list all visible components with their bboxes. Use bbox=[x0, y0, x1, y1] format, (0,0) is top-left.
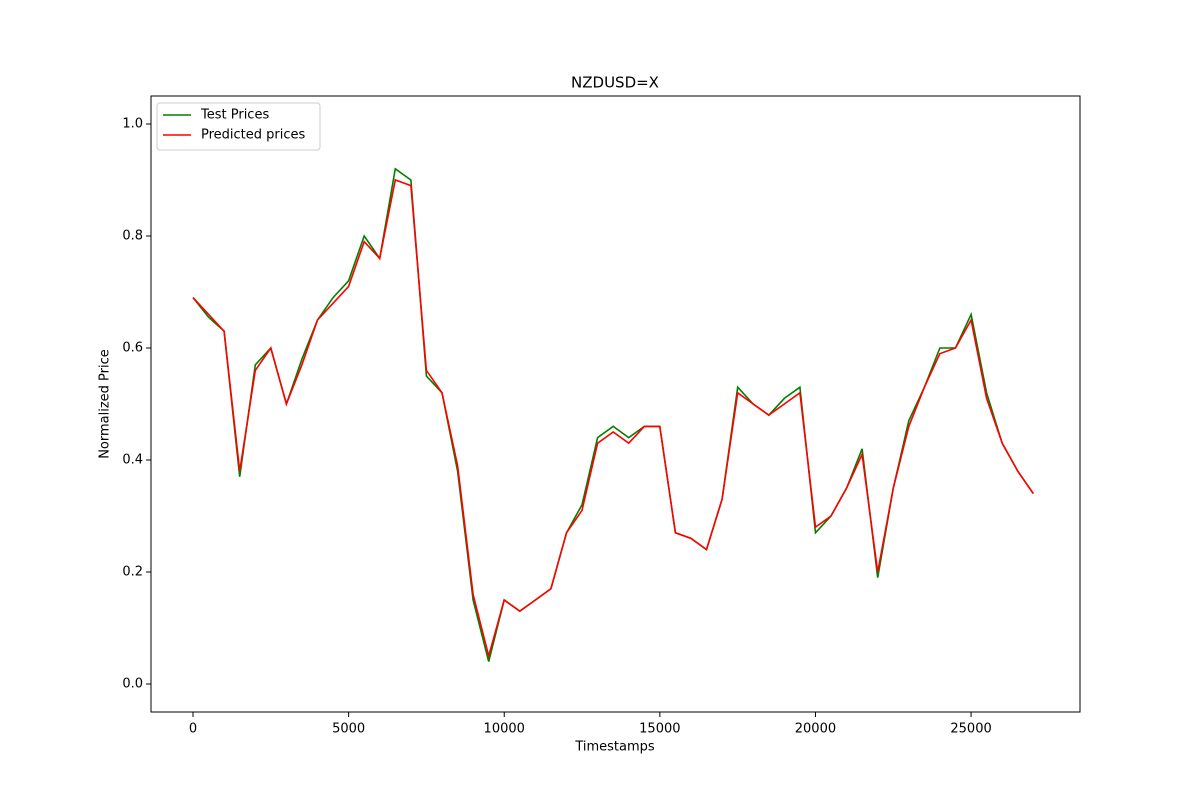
legend-box bbox=[156, 102, 321, 151]
y-axis-label: Normalized Price bbox=[98, 349, 113, 459]
y-tick-label: 1.0 bbox=[122, 117, 143, 132]
y-tick-label: 0.0 bbox=[122, 677, 143, 692]
legend-label: Test Prices bbox=[200, 108, 269, 123]
chart-title: NZDUSD=X bbox=[571, 74, 659, 92]
x-tick-label: 15000 bbox=[639, 722, 680, 737]
legend-label: Predicted prices bbox=[201, 128, 306, 143]
x-tick-label: 0 bbox=[189, 722, 197, 737]
series-line bbox=[192, 167, 1034, 662]
x-axis-label: Timestamps bbox=[574, 740, 655, 755]
x-tick-label: 20000 bbox=[795, 722, 836, 737]
y-tick-label: 0.2 bbox=[122, 565, 143, 580]
y-tick-label: 0.4 bbox=[122, 453, 143, 468]
x-tick-label: 25000 bbox=[950, 722, 991, 737]
series-line bbox=[192, 178, 1034, 660]
x-tick-label: 10000 bbox=[484, 722, 525, 737]
plot-frame bbox=[150, 95, 1081, 713]
y-tick-label: 0.8 bbox=[122, 229, 143, 244]
y-tick-label: 0.6 bbox=[122, 341, 143, 356]
x-tick-label: 5000 bbox=[332, 722, 365, 737]
